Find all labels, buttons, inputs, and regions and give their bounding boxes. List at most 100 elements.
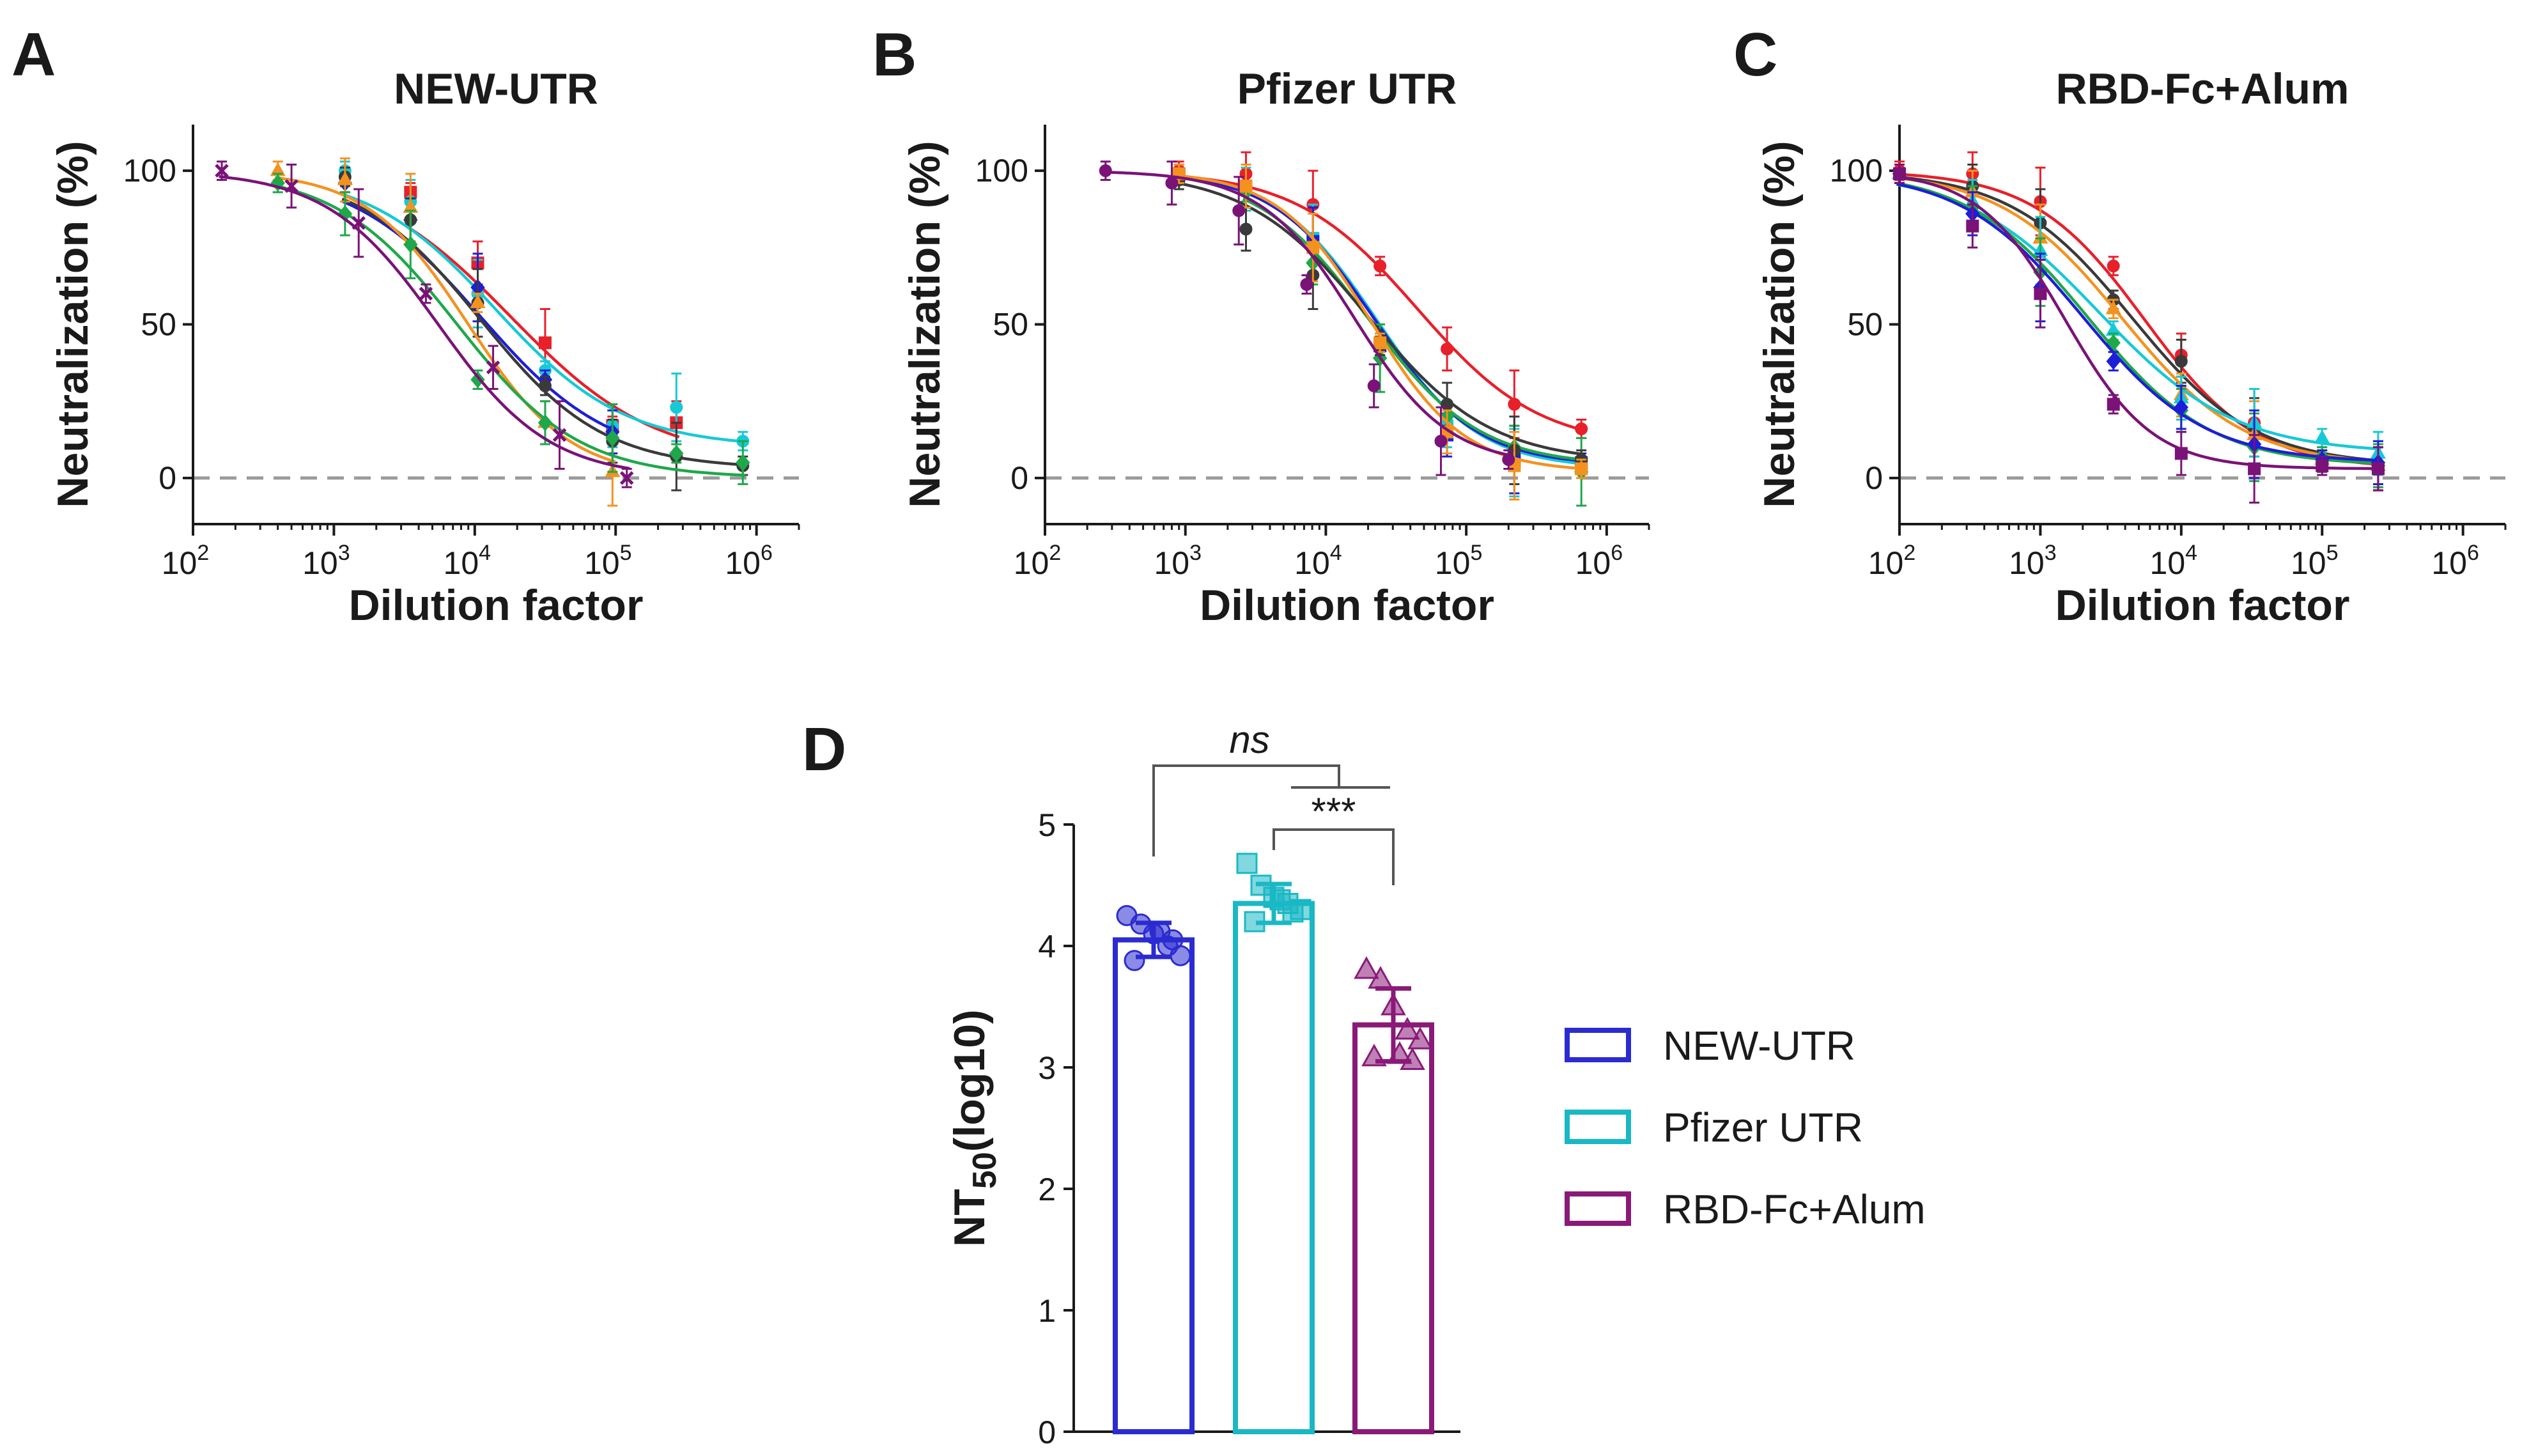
data-point (1441, 342, 1454, 355)
data-point (2316, 459, 2329, 472)
data-point (2174, 399, 2189, 416)
fit-curve (1896, 175, 2381, 463)
x-tick-label: 105 (2291, 541, 2339, 581)
fit-curve (1102, 171, 1512, 458)
data-point (284, 179, 298, 193)
data-point (669, 445, 684, 462)
y-tick-label: 100 (1830, 153, 1883, 189)
data-point (1300, 278, 1313, 291)
data-point (1269, 889, 1291, 911)
ns-label: ns (1229, 718, 1269, 761)
panel-a-curves: NEW-UTR 0 50 100 102 103 104 105 106 Dilution fac… (49, 65, 800, 630)
x-tick-label: 106 (1575, 541, 1623, 581)
data-point (337, 171, 353, 185)
data-point (552, 428, 567, 442)
data-point (1367, 379, 1381, 392)
fit-curve (1175, 181, 1584, 456)
curve-series (1891, 164, 2387, 476)
curve-series (1893, 164, 2385, 504)
x-tick-label: 103 (2009, 541, 2057, 581)
y-tick-label: 1 (1038, 1293, 1056, 1329)
data-point (1239, 180, 1253, 193)
fit-curve (1242, 197, 1584, 461)
x-tick-label: 102 (162, 541, 210, 581)
bar-group (1233, 853, 1315, 1434)
panel-b-curves: Pfizer UTR 0 50 100 102 103 104 105 106 Dilution … (901, 65, 1650, 630)
data-point (670, 401, 683, 414)
data-point (2248, 462, 2261, 476)
data-point (1236, 853, 1258, 874)
y-tick-label: 50 (141, 307, 176, 343)
panel-letter-c: C (1733, 20, 1777, 89)
fit-curve (1896, 175, 2381, 470)
x-tick-label: 104 (444, 541, 491, 581)
curve-series (1172, 164, 1588, 501)
data-point (1966, 219, 1979, 233)
y-tick-label: 3 (1038, 1050, 1056, 1086)
y-tick-label: 100 (975, 153, 1028, 189)
curve-series (1099, 160, 1515, 476)
data-point (1124, 950, 1145, 972)
data-point (1373, 336, 1387, 350)
x-tick-label: 103 (1154, 541, 1202, 581)
fit-curve (1176, 175, 1584, 463)
sig-label: *** (1311, 790, 1356, 833)
bar (1233, 901, 1315, 1434)
fit-curve (406, 226, 680, 438)
chart-title: RBD-Fc+Alum (2055, 65, 2349, 113)
legend-label: Pfizer UTR (1663, 1104, 1863, 1150)
data-point (2106, 334, 2121, 352)
data-point (470, 294, 486, 309)
y-tick-label: 0 (159, 460, 176, 496)
panel-letter-b: B (872, 20, 917, 89)
data-point (1407, 1026, 1433, 1049)
x-tick-label: 106 (725, 541, 773, 581)
data-point (1508, 398, 1521, 411)
data-point (619, 471, 634, 485)
y-tick-label: 5 (1038, 807, 1056, 843)
legend-label: NEW-UTR (1663, 1023, 1855, 1069)
data-point (1575, 462, 1588, 476)
data-point (2107, 398, 2120, 411)
data-point (538, 414, 553, 431)
x-axis-title: Dilution factor (2055, 581, 2350, 630)
data-point (1434, 435, 1448, 448)
ns-bracket (1152, 764, 1340, 856)
data-point (2174, 355, 2188, 368)
data-point (605, 430, 620, 447)
fit-curve (219, 175, 630, 470)
curve-series (215, 160, 634, 488)
x-tick-label: 105 (1435, 541, 1483, 581)
data-point (1354, 956, 1379, 979)
x-tick-label: 104 (1294, 541, 1342, 581)
data-point (1282, 901, 1304, 923)
y-axis-title: Neutralization (%) (49, 141, 97, 507)
x-tick-label: 106 (2431, 541, 2479, 581)
data-point (2034, 287, 2047, 300)
data-point (1381, 993, 1406, 1016)
data-point (1502, 453, 1515, 467)
y-tick-label: 100 (123, 153, 176, 189)
x-tick-label: 103 (302, 541, 350, 581)
curve-series (338, 166, 750, 492)
y-tick-label: 50 (1847, 307, 1883, 343)
data-point (1244, 911, 1265, 933)
panel-c-curves: RBD-Fc+Alum 0 50 100 102 103 104 105 106 Dilution… (1755, 65, 2507, 630)
data-point (470, 371, 485, 389)
data-point (419, 286, 433, 301)
fit-curve (274, 176, 616, 463)
legend-label: RBD-Fc+Alum (1663, 1186, 1926, 1232)
x-axis-title: Dilution factor (349, 581, 644, 630)
data-point (2105, 300, 2121, 314)
x-axis-title: Dilution factor (1200, 581, 1494, 630)
curve-series (1172, 151, 1588, 439)
sig-bracket (1273, 828, 1395, 885)
data-point (1368, 966, 1393, 989)
legend-swatch (1565, 1110, 1631, 1144)
legend-swatch (1565, 1191, 1631, 1226)
significance-brackets: ns *** (1152, 718, 1395, 885)
data-point (538, 336, 552, 350)
data-point (2106, 352, 2121, 370)
data-point (2314, 430, 2330, 444)
